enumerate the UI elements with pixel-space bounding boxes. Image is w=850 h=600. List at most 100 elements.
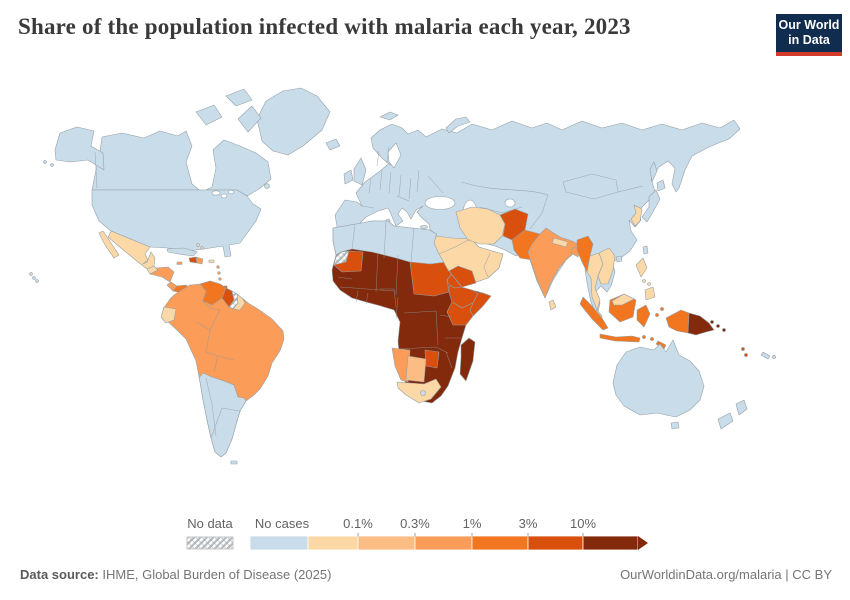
country-puerto-rico[interactable] [208, 259, 215, 263]
data-source-text: Data source: IHME, Global Burden of Dise… [20, 567, 332, 582]
country-haiti[interactable] [188, 256, 198, 264]
hawaii-islands[interactable] [29, 272, 33, 276]
country-uk[interactable] [353, 157, 367, 186]
country-india[interactable] [527, 227, 589, 299]
legend-seg-1-3[interactable] [471, 535, 529, 551]
canadian-arctic-island[interactable] [195, 104, 223, 126]
country-ecuador[interactable] [160, 306, 177, 324]
philippines-visayas[interactable] [642, 279, 646, 283]
legend-tick-label: 0.3% [400, 516, 430, 531]
legend-seg-no-cases[interactable] [249, 535, 309, 551]
country-chile-argentina[interactable] [198, 372, 247, 458]
country-sudan[interactable] [409, 261, 453, 297]
owid-logo[interactable]: Our World in Data [776, 14, 842, 56]
country-iran[interactable] [455, 206, 506, 245]
owid-logo-red-bar [776, 52, 842, 56]
country-namibia[interactable] [391, 347, 411, 383]
new-zealand-south-island[interactable] [717, 412, 734, 430]
new-caledonia[interactable] [760, 351, 771, 360]
country-australia[interactable] [612, 339, 705, 418]
lesser-antilles[interactable] [216, 265, 220, 269]
country-madagascar[interactable] [459, 337, 476, 382]
aleutian-island[interactable] [43, 160, 47, 164]
country-japan[interactable] [641, 189, 661, 223]
tasmania[interactable] [670, 421, 680, 430]
sakhalin-island[interactable] [649, 161, 658, 183]
country-papua-new-guinea[interactable] [687, 312, 715, 336]
country-usa[interactable] [91, 189, 262, 258]
hawaii-islands[interactable] [32, 276, 36, 280]
indonesia-sumatra[interactable] [579, 296, 609, 331]
canadian-arctic-island[interactable] [237, 105, 262, 133]
canadian-arctic-island[interactable] [225, 88, 253, 107]
indonesia-lesser-sunda[interactable] [650, 337, 654, 341]
baja-california[interactable] [98, 230, 120, 259]
lesser-antilles[interactable] [217, 271, 221, 275]
country-nepal[interactable] [551, 237, 569, 248]
svalbard-islands[interactable] [379, 111, 399, 121]
country-french-guiana[interactable] [232, 293, 246, 311]
hainan-island[interactable] [615, 255, 623, 263]
legend-tick-label: 3% [518, 516, 538, 531]
country-zimbabwe[interactable] [424, 349, 440, 369]
country-mexico[interactable] [107, 230, 156, 270]
philippines-mindanao[interactable] [644, 286, 656, 301]
newfoundland-island[interactable] [264, 183, 270, 189]
aleutian-island[interactable] [50, 163, 54, 167]
country-bahamas[interactable] [200, 246, 204, 250]
legend-no-data-swatch[interactable] [186, 536, 234, 550]
solomon-islands[interactable] [716, 324, 720, 328]
indonesia-moluccas[interactable] [655, 313, 659, 317]
country-usa-alaska[interactable] [54, 126, 105, 171]
country-jamaica[interactable] [176, 261, 183, 265]
hawaii-islands[interactable] [35, 279, 39, 283]
country-bahamas[interactable] [196, 243, 200, 247]
philippines-visayas[interactable] [647, 282, 651, 286]
country-dominican-republic[interactable] [195, 256, 204, 265]
mediterranean-island[interactable] [420, 225, 428, 229]
legend-no-data-label: No data [187, 516, 233, 531]
country-taiwan[interactable] [642, 245, 649, 255]
legend-seg-0.3-1[interactable] [414, 535, 473, 551]
country-laos-vietnam-cambodia[interactable] [597, 247, 616, 285]
country-yemen[interactable] [448, 265, 477, 288]
country-botswana[interactable] [405, 355, 427, 383]
country-japan-hokkaido[interactable] [656, 179, 666, 192]
country-iceland[interactable] [325, 138, 341, 151]
lesser-antilles[interactable] [218, 277, 222, 281]
philippines-luzon[interactable] [635, 257, 648, 278]
country-lesotho[interactable] [420, 390, 426, 396]
great-lakes [220, 193, 228, 199]
country-fiji[interactable] [772, 355, 776, 359]
legend-seg-gt-10[interactable] [582, 535, 639, 551]
country-vanuatu[interactable] [741, 347, 745, 351]
indonesia-moluccas[interactable] [660, 307, 664, 311]
falkland-islands[interactable] [230, 460, 238, 465]
legend-seg-0.1-0.3[interactable] [357, 535, 416, 551]
legend-seg-3-10[interactable] [527, 535, 584, 551]
indonesia-west-papua[interactable] [665, 309, 690, 334]
country-korea[interactable] [630, 204, 643, 227]
country-greenland[interactable] [256, 87, 331, 156]
country-mauritania[interactable] [333, 250, 364, 273]
indonesia-java[interactable] [599, 333, 641, 343]
indonesia-sulawesi[interactable] [636, 304, 651, 328]
novaya-zemlya[interactable] [445, 116, 471, 134]
country-south-africa[interactable] [396, 378, 442, 404]
country-sri-lanka[interactable] [548, 299, 557, 311]
malaysia-borneo[interactable] [611, 293, 635, 306]
country-vanuatu[interactable] [744, 353, 748, 357]
legend-seg-lt-0.1[interactable] [307, 535, 359, 551]
new-zealand-north-island[interactable] [735, 399, 748, 416]
solomon-islands[interactable] [722, 328, 726, 332]
country-honduras-nicaragua[interactable] [149, 266, 175, 283]
indonesia-lesser-sunda[interactable] [642, 335, 646, 339]
black-sea [424, 196, 456, 210]
solomon-islands[interactable] [710, 320, 714, 324]
footer-license-link[interactable]: OurWorldinData.org/malaria | CC BY [620, 567, 832, 582]
country-cuba[interactable] [166, 247, 198, 257]
country-ireland[interactable] [343, 169, 354, 185]
country-canada[interactable] [91, 130, 272, 197]
